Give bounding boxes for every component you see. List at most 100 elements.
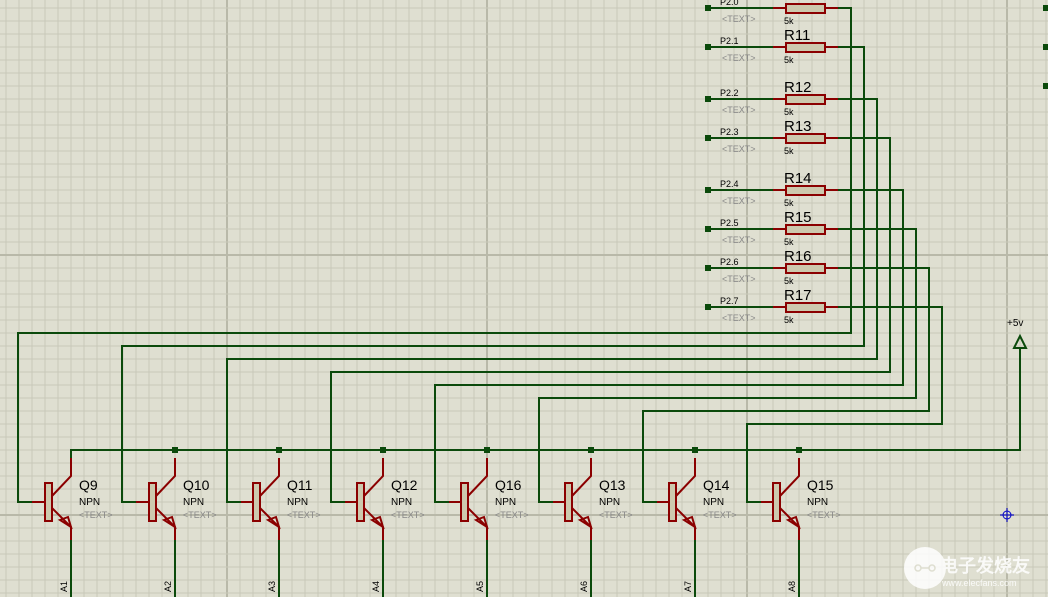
resistor-r10[interactable]: [773, 3, 838, 14]
transistor-body[interactable]: [668, 482, 677, 522]
transistor-type: NPN: [183, 497, 204, 508]
emitter-lead: [363, 507, 384, 540]
net-label: P2.4: [720, 179, 739, 189]
transistor-type: NPN: [599, 497, 620, 508]
resistor-body[interactable]: [785, 3, 826, 14]
wire[interactable]: [70, 348, 1021, 458]
transistor-type: NPN: [287, 497, 308, 508]
resistor-r13[interactable]: [773, 133, 838, 144]
transistor-body[interactable]: [356, 482, 365, 522]
transistor-text: <TEXT>: [183, 510, 217, 520]
resistor-text: <TEXT>: [722, 105, 756, 115]
resistor-name: R16: [784, 248, 812, 265]
resistor-r12[interactable]: [773, 94, 838, 105]
resistor-body[interactable]: [785, 133, 826, 144]
junction-dot: [380, 447, 386, 453]
emitter-arrow-icon: [161, 515, 177, 530]
transistor-text: <TEXT>: [807, 510, 841, 520]
resistor-r17[interactable]: [773, 302, 838, 313]
resistor-text: <TEXT>: [722, 53, 756, 63]
wire[interactable]: [17, 7, 852, 503]
emitter-net-label: A1: [59, 581, 69, 592]
emitter-arrow-icon: [265, 515, 281, 530]
resistor-name: R17: [784, 287, 812, 304]
power-arrow-icon: [1012, 333, 1028, 349]
wire[interactable]: [434, 189, 904, 503]
transistor-body[interactable]: [252, 482, 261, 522]
transistor-body[interactable]: [772, 482, 781, 522]
transistor-body[interactable]: [44, 482, 53, 522]
transistor-q10[interactable]: [136, 458, 177, 540]
emitter-net-label: A7: [683, 581, 693, 592]
resistor-body[interactable]: [785, 263, 826, 274]
emitter-lead: [467, 507, 488, 540]
wire[interactable]: [226, 98, 878, 503]
resistor-body[interactable]: [785, 42, 826, 53]
emitter-arrow-icon: [473, 515, 489, 530]
resistor-body[interactable]: [785, 224, 826, 235]
transistor-q15[interactable]: [761, 458, 801, 540]
emitter-arrow-icon: [785, 515, 801, 530]
resistor-body[interactable]: [785, 94, 826, 105]
resistor-body[interactable]: [785, 185, 826, 196]
emitter-net-label: A8: [787, 581, 797, 592]
transistor-text: <TEXT>: [599, 510, 633, 520]
junction-dot: [692, 447, 698, 453]
wire[interactable]: [330, 137, 891, 503]
resistor-r15[interactable]: [773, 224, 838, 235]
transistor-name: Q13: [599, 477, 626, 493]
wire[interactable]: [642, 267, 930, 503]
collector-lead: [467, 458, 488, 497]
emitter-arrow-icon: [577, 515, 593, 530]
transistor-q13[interactable]: [553, 458, 593, 540]
wire[interactable]: [746, 306, 943, 503]
net-label: P2.6: [720, 257, 739, 267]
collector-lead: [259, 458, 280, 497]
junction-dot: [172, 447, 178, 453]
transistor-q11[interactable]: [241, 458, 281, 540]
resistor-r14[interactable]: [773, 185, 838, 196]
power-terminal[interactable]: +5v: [1007, 318, 1023, 329]
resistor-value: 5k: [784, 16, 794, 26]
collector-lead: [51, 458, 72, 497]
transistor-text: <TEXT>: [495, 510, 529, 520]
transistor-name: Q10: [183, 477, 210, 493]
transistor-name: Q11: [287, 477, 313, 493]
emitter-lead: [155, 507, 176, 540]
resistor-name: R15: [784, 209, 812, 226]
net-label: P2.5: [720, 218, 739, 228]
emitter-lead: [779, 507, 800, 540]
power-label: +5v: [1007, 318, 1023, 329]
wires: [17, 5, 1048, 597]
resistor-name: R11: [784, 27, 810, 44]
net-label: P2.3: [720, 127, 739, 137]
wire[interactable]: [538, 228, 917, 503]
net-label: P2.0: [720, 0, 739, 7]
resistor-body[interactable]: [785, 302, 826, 313]
transistor-q16[interactable]: [449, 458, 489, 540]
transistor-body[interactable]: [564, 482, 573, 522]
transistor-text: <TEXT>: [391, 510, 425, 520]
transistor-body[interactable]: [460, 482, 469, 522]
watermark-url: www.elecfans.com: [941, 578, 1017, 588]
transistor-q9[interactable]: [32, 458, 73, 540]
emitter-net-label: A2: [163, 581, 173, 592]
collector-lead: [155, 458, 176, 497]
resistor-value: 5k: [784, 315, 794, 325]
wire[interactable]: [121, 46, 865, 503]
transistor-q12[interactable]: [345, 458, 385, 540]
collector-lead: [363, 458, 384, 497]
transistor-body[interactable]: [148, 482, 157, 522]
transistor-text: <TEXT>: [79, 510, 113, 520]
resistor-r16[interactable]: [773, 263, 838, 274]
origin-marker-icon: [1000, 508, 1014, 522]
collector-lead: [779, 458, 800, 497]
transistor-type: NPN: [807, 497, 828, 508]
resistor-text: <TEXT>: [722, 144, 756, 154]
transistor-type: NPN: [495, 497, 516, 508]
resistor-value: 5k: [784, 198, 794, 208]
resistor-r11[interactable]: [773, 42, 838, 53]
transistor-q14[interactable]: [657, 458, 697, 540]
